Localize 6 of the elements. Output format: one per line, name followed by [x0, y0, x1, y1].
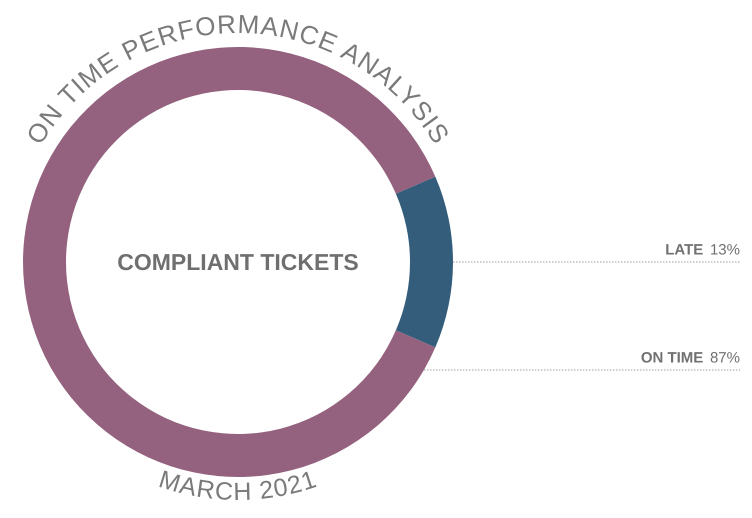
- slice-label: LATE: [665, 242, 704, 258]
- data-label: 13%: [710, 242, 740, 258]
- data-label: 87%: [710, 350, 740, 366]
- text: COMPLIANT TICKETS: [117, 249, 359, 275]
- text: MARCH 2021: [156, 465, 320, 506]
- slice-label: ON TIME: [640, 350, 704, 366]
